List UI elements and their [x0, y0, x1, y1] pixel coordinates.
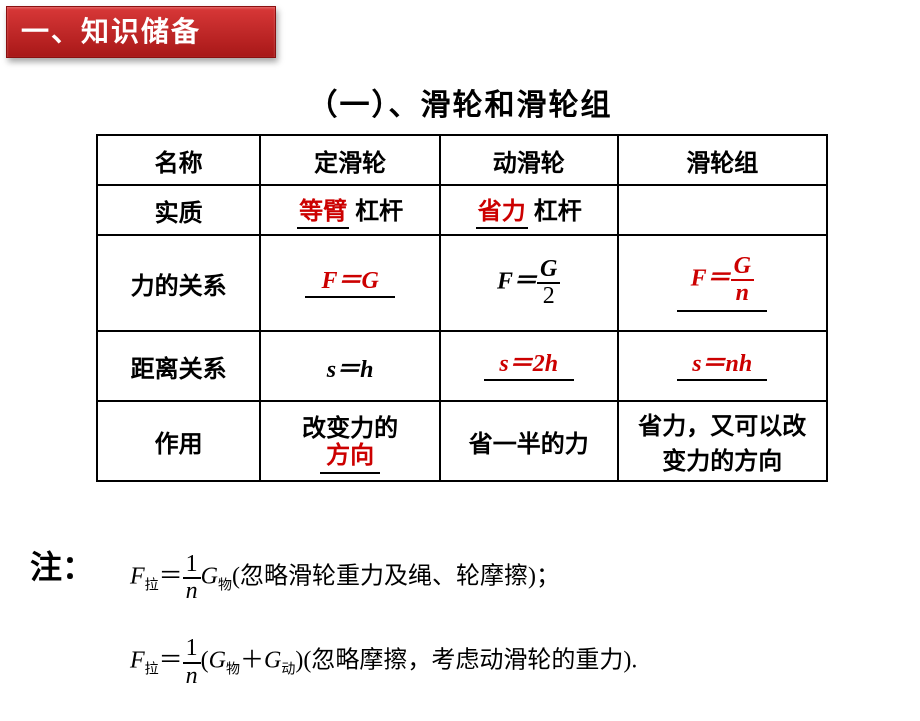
blank-fill: s＝2h	[484, 351, 574, 382]
subtitle: （一）、滑轮和滑轮组	[0, 80, 920, 124]
subscript: 拉	[145, 663, 159, 678]
fraction: G2	[537, 257, 560, 309]
blank-fill: s＝nh	[677, 351, 767, 382]
blank-fill: 省力	[476, 199, 528, 230]
tail-text: (忽略摩擦，考虑动滑轮的重力).	[303, 648, 637, 674]
numerator: G	[731, 254, 754, 281]
row-effect-label: 作用	[97, 401, 260, 481]
cell-effect-group: 省力，又可以改 变力的方向	[618, 401, 827, 481]
fraction: 1n	[183, 636, 201, 688]
pulley-table: 名称 定滑轮 动滑轮 滑轮组 实质 等臂 杠杆 省力 杠杆 力的关系 F＝G F…	[96, 134, 828, 482]
cell-force-movable: F＝G2	[440, 235, 618, 331]
paren: (	[201, 648, 209, 674]
cell-force-fixed: F＝G	[260, 235, 440, 331]
notes-label: 注：	[30, 542, 94, 588]
cell-effect-fixed: 改变力的 方向	[260, 401, 440, 481]
numerator: 1	[183, 552, 201, 579]
text: 杠杆	[528, 199, 582, 225]
subscript: 物	[218, 579, 232, 594]
eq: ＝	[159, 564, 183, 590]
th-movable: 动滑轮	[440, 135, 618, 185]
subscript: 拉	[145, 579, 159, 594]
note-line-2: F拉＝1n(G物＋G动)(忽略摩擦，考虑动滑轮的重力).	[130, 636, 890, 688]
numerator: G	[537, 257, 560, 284]
eq-left: F＝	[497, 269, 537, 295]
row-essence-label: 实质	[97, 185, 260, 235]
plus: ＋	[240, 648, 264, 674]
subscript: 物	[226, 663, 240, 678]
section-badge: 一、知识储备	[6, 6, 276, 58]
cell-essence-movable: 省力 杠杆	[440, 185, 618, 235]
blank-fill: 方向	[320, 443, 380, 474]
cell-dist-fixed: s＝h	[260, 331, 440, 401]
var: F	[130, 648, 145, 674]
eq: s＝h	[327, 357, 374, 383]
table-row: 力的关系 F＝G F＝G2 F＝Gn	[97, 235, 827, 331]
eq-left: F＝	[691, 266, 731, 292]
denominator: n	[183, 579, 201, 604]
text: 杠杆	[349, 199, 403, 225]
tail-text: (忽略滑轮重力及绳、轮摩擦)；	[232, 564, 560, 590]
text: 变力的方向	[662, 449, 782, 475]
th-fixed: 定滑轮	[260, 135, 440, 185]
blank-fill: 等臂	[297, 199, 349, 230]
cell-dist-group: s＝nh	[618, 331, 827, 401]
th-name: 名称	[97, 135, 260, 185]
cell-essence-group	[618, 185, 827, 235]
notes-block: 注： F拉＝1nG物(忽略滑轮重力及绳、轮摩擦)； F拉＝1n(G物＋G动)(忽…	[30, 530, 890, 721]
note-line-1: F拉＝1nG物(忽略滑轮重力及绳、轮摩擦)；	[130, 552, 890, 604]
text: 省力，又可以改	[638, 414, 806, 440]
denominator: 2	[537, 284, 560, 309]
text: 改变力的	[302, 416, 398, 442]
table-row: 实质 等臂 杠杆 省力 杠杆	[97, 185, 827, 235]
fraction: Gn	[731, 254, 754, 306]
eq: ＝	[159, 648, 183, 674]
table-row: 名称 定滑轮 动滑轮 滑轮组	[97, 135, 827, 185]
blank-fill: F＝Gn	[677, 254, 767, 312]
var: G	[201, 564, 218, 590]
var: F	[130, 564, 145, 590]
row-force-label: 力的关系	[97, 235, 260, 331]
denominator: n	[731, 281, 754, 306]
fraction: 1n	[183, 552, 201, 604]
th-group: 滑轮组	[618, 135, 827, 185]
row-distance-label: 距离关系	[97, 331, 260, 401]
table-row: 距离关系 s＝h s＝2h s＝nh	[97, 331, 827, 401]
cell-effect-movable: 省一半的力	[440, 401, 618, 481]
var: G	[264, 648, 281, 674]
subscript: 动	[281, 663, 295, 678]
cell-essence-fixed: 等臂 杠杆	[260, 185, 440, 235]
denominator: n	[183, 664, 201, 689]
blank-fill: F＝G	[305, 268, 395, 299]
numerator: 1	[183, 636, 201, 663]
table-row: 作用 改变力的 方向 省一半的力 省力，又可以改 变力的方向	[97, 401, 827, 481]
cell-force-group: F＝Gn	[618, 235, 827, 331]
var: G	[209, 648, 226, 674]
cell-dist-movable: s＝2h	[440, 331, 618, 401]
